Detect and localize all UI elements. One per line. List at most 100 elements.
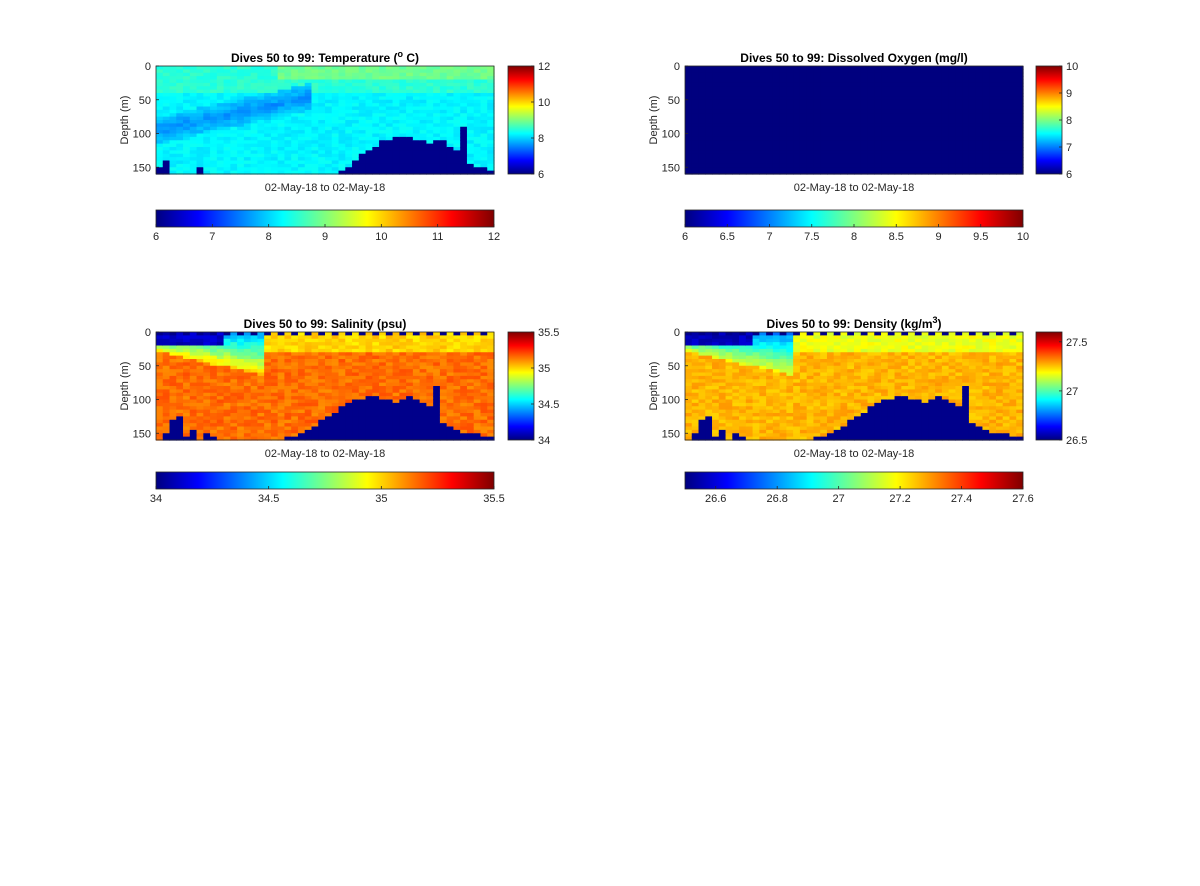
salinity-cell [189, 362, 198, 367]
salinity-cell [223, 352, 231, 357]
temperature-cell [345, 86, 353, 91]
temperature-cell [223, 126, 231, 131]
salinity-cell [210, 413, 218, 417]
salinity-cell [169, 365, 177, 370]
salinity-cell [426, 369, 434, 374]
oxygen-cell [955, 123, 963, 128]
oxygen-cell [752, 66, 760, 70]
oxygen-cell [854, 140, 862, 145]
oxygen-cell [820, 163, 828, 168]
oxygen-cell [1016, 89, 1024, 94]
salinity-cell [466, 399, 475, 404]
salinity-cell [270, 419, 279, 424]
oxygen-cell [786, 113, 794, 118]
oxygen-cell [813, 109, 821, 114]
temperature-cell [176, 147, 184, 151]
oxygen-cell [766, 167, 774, 172]
salinity-cell [338, 332, 346, 336]
oxygen-cell [948, 113, 956, 118]
salinity-cell [473, 332, 482, 336]
oxygen-cell [745, 163, 754, 168]
salinity-cell [487, 332, 495, 336]
salinity-cell [406, 396, 414, 401]
salinity-cell [385, 409, 394, 414]
oxygen-cell [847, 106, 855, 111]
oxygen-cell [955, 82, 963, 87]
temperature-cell [189, 113, 198, 118]
temperature-cell [399, 89, 407, 94]
oxygen-cell [739, 126, 747, 131]
temperature-cell [311, 153, 319, 158]
oxygen-cell [779, 103, 787, 108]
salinity-cell [352, 419, 360, 424]
salinity-cell [304, 409, 313, 414]
oxygen-cell [826, 79, 835, 84]
temperature-cell [297, 147, 306, 151]
oxygen-cell [772, 170, 781, 175]
salinity-cell [426, 416, 434, 421]
salinity-cell [216, 436, 225, 441]
salinity-cell [270, 396, 279, 401]
temperature-cell [426, 66, 434, 70]
salinity-cell [216, 342, 225, 347]
salinity-cell [331, 332, 340, 336]
temperature-cell [216, 69, 225, 74]
oxygen-cell [989, 79, 997, 84]
oxygen-cell [826, 170, 835, 175]
oxygen-cell [921, 89, 929, 94]
oxygen-cell [962, 130, 970, 135]
oxygen-bottom-colorbar-label: 6.5 [720, 231, 735, 243]
temperature-cell [304, 99, 313, 104]
oxygen-cell [982, 136, 990, 141]
salinity-cell [162, 416, 171, 421]
oxygen-cell [799, 96, 808, 101]
salinity-cell [304, 423, 313, 428]
oxygen-cell [813, 150, 821, 155]
oxygen-cell [813, 140, 821, 145]
oxygen-cell [806, 72, 815, 77]
temperature-cell [412, 143, 421, 148]
temperature-cell [297, 133, 306, 138]
salinity-cell [318, 436, 326, 441]
salinity-cell [460, 429, 468, 434]
oxygen-cell [840, 116, 848, 121]
salinity-cell [480, 382, 488, 387]
oxygen-cell [887, 116, 896, 121]
oxygen-cell [1002, 170, 1011, 175]
temperature-cell [426, 153, 434, 158]
oxygen-cell [833, 69, 842, 74]
temperature-cell [304, 140, 313, 145]
oxygen-cell [989, 167, 997, 172]
salinity-cell [419, 396, 427, 401]
temperature-cell [352, 133, 360, 138]
salinity-cell [345, 342, 353, 347]
salinity-cell [439, 396, 448, 401]
salinity-cell [284, 382, 292, 387]
salinity-cell [460, 355, 468, 360]
salinity-cell [331, 365, 340, 370]
salinity-cell [426, 426, 434, 431]
salinity-cell [318, 413, 326, 417]
salinity-cell [487, 396, 495, 401]
temperature-cell [365, 143, 373, 148]
salinity-cell [216, 382, 225, 387]
temperature-cell [446, 79, 455, 84]
temperature-cell [419, 136, 427, 141]
temperature-cell [311, 69, 319, 74]
oxygen-cell [691, 113, 700, 118]
oxygen-cell [894, 126, 902, 131]
oxygen-cell [887, 167, 896, 172]
temperature-cell [325, 76, 333, 81]
oxygen-cell [826, 160, 835, 165]
oxygen-cell [894, 82, 902, 87]
temperature-cell [237, 163, 245, 168]
temperature-cell [446, 113, 455, 118]
oxygen-cell [854, 167, 862, 172]
oxygen-cell [914, 86, 923, 91]
oxygen-cell [941, 66, 950, 70]
oxygen-cell [948, 167, 956, 172]
oxygen-cell [860, 126, 869, 131]
oxygen-cell [718, 113, 727, 118]
temperature-cell [426, 120, 434, 124]
salinity-cell [196, 423, 204, 428]
